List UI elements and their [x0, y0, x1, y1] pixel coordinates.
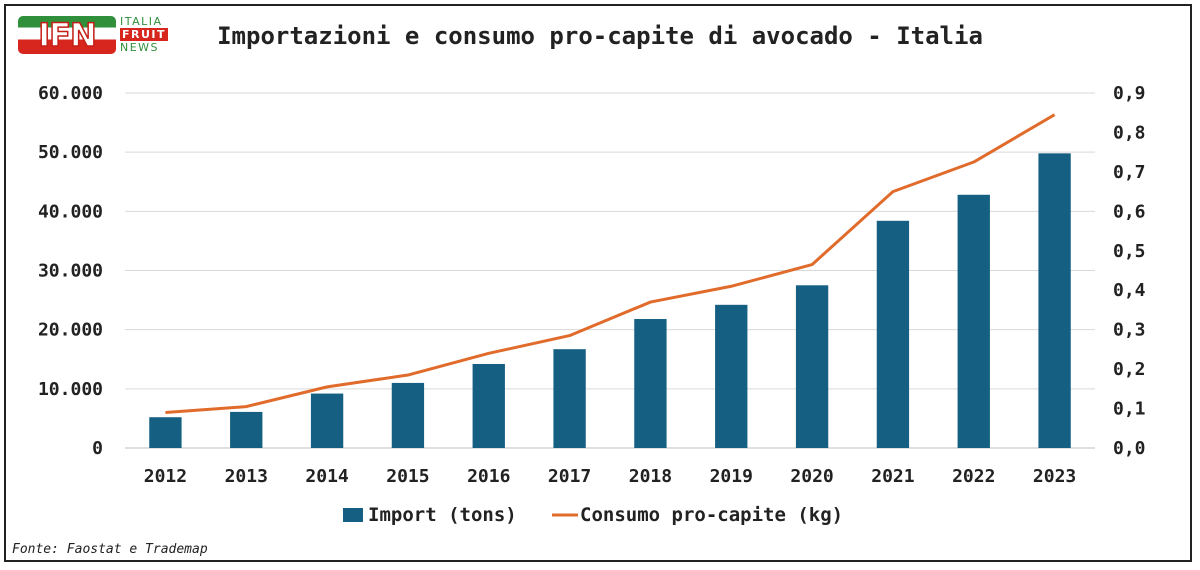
- x-tick-label: 2016: [467, 466, 510, 487]
- bar-2017: [553, 349, 586, 448]
- legend-swatch-import: [343, 508, 363, 522]
- legend[interactable]: Import (tons) Consumo pro-capite (kg): [343, 504, 843, 526]
- left-tick-label: 0: [92, 438, 103, 459]
- bar-2016: [472, 363, 505, 448]
- left-y-axis: 0 10.000 20.000 30.000 40.000 50.000 60.000: [38, 83, 103, 459]
- right-y-axis: 0,0 0,1 0,2 0,3 0,4 0,5 0,6 0,7 0,8 0,9: [1113, 83, 1146, 459]
- left-tick-label: 50.000: [38, 142, 103, 163]
- chart-frame: [4, 4, 1192, 562]
- bar-2013: [230, 411, 263, 448]
- legend-label-consumo: Consumo pro-capite (kg): [580, 504, 843, 526]
- logo-word-fruit: FRUIT: [120, 28, 169, 41]
- logo-wordmark: ITALIA FRUIT NEWS: [120, 15, 182, 54]
- source-note: Fonte: Faostat e Trademap: [12, 542, 208, 557]
- bar-series-import: [149, 153, 1071, 448]
- x-tick-label: 2021: [871, 466, 914, 487]
- bar-2015: [391, 382, 425, 448]
- left-tick-label: 20.000: [38, 320, 103, 341]
- logo-word-italia: ITALIA: [120, 15, 163, 28]
- bar-2012: [149, 417, 182, 448]
- right-tick-label: 0,1: [1113, 399, 1146, 420]
- x-tick-label: 2019: [710, 466, 753, 487]
- x-axis: 2012 2013 2014 2015 2016 2017 2018 2019 2020 2021…: [144, 466, 1077, 487]
- x-tick-label: 2023: [1033, 466, 1076, 487]
- ifn-logo: IFN ITALIA FRUIT NEWS: [18, 14, 183, 58]
- right-tick-label: 0,8: [1113, 122, 1146, 143]
- consumo-line: [165, 113, 1056, 414]
- right-tick-label: 0,4: [1113, 280, 1146, 301]
- bar-2022: [957, 194, 990, 448]
- left-tick-label: 40.000: [38, 201, 103, 222]
- x-tick-label: 2020: [790, 466, 833, 487]
- bar-2014: [310, 393, 344, 448]
- x-tick-label: 2022: [952, 466, 995, 487]
- chart-title: Importazioni e consumo pro-capite di avo…: [217, 22, 983, 50]
- x-tick-label: 2012: [144, 466, 187, 487]
- bar-2021: [876, 220, 910, 448]
- bar-2019: [715, 304, 748, 448]
- x-tick-label: 2013: [225, 466, 268, 487]
- right-tick-label: 0,9: [1113, 83, 1146, 104]
- logo-ifn-mark: IFN: [18, 15, 116, 55]
- right-tick-label: 0,0: [1113, 438, 1146, 459]
- left-tick-label: 10.000: [38, 379, 103, 400]
- left-tick-label: 30.000: [38, 261, 103, 282]
- bar-2020: [795, 285, 829, 448]
- left-tick-label: 60.000: [38, 83, 103, 104]
- right-tick-label: 0,7: [1113, 162, 1146, 183]
- bar-2018: [634, 319, 667, 448]
- x-tick-label: 2015: [386, 466, 429, 487]
- right-tick-label: 0,3: [1113, 320, 1146, 341]
- right-tick-label: 0,6: [1113, 201, 1146, 222]
- gridlines: [125, 92, 1095, 449]
- x-tick-label: 2017: [548, 466, 591, 487]
- x-tick-label: 2018: [629, 466, 672, 487]
- logo-word-news: NEWS: [120, 41, 160, 54]
- bar-2023: [1038, 153, 1071, 448]
- right-tick-label: 0,2: [1113, 359, 1146, 380]
- line-series-consumo: [165, 113, 1056, 414]
- legend-label-import: Import (tons): [368, 504, 517, 526]
- x-tick-label: 2014: [305, 466, 349, 487]
- right-tick-label: 0,5: [1113, 241, 1146, 262]
